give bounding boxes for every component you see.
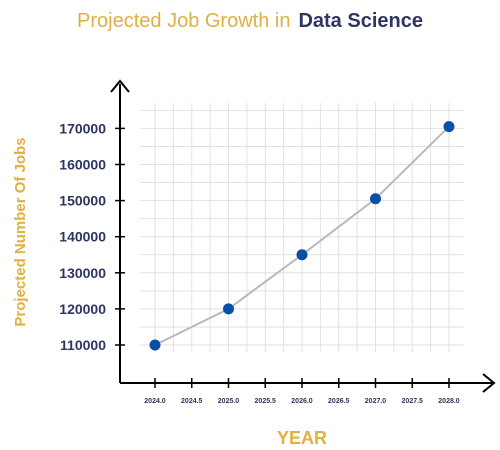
x-tick-label: 2026.0	[291, 398, 313, 405]
ticks: 110000 120000 130000 140000 150000 160000 1700…	[59, 120, 460, 405]
data-point	[370, 193, 381, 205]
series	[149, 121, 455, 351]
grid	[140, 103, 464, 352]
y-tick-label: 130000	[59, 265, 106, 281]
x-tick-label: 2025.5	[255, 398, 277, 405]
y-tick-label: 110000	[60, 337, 106, 353]
y-axis-arrow	[110, 79, 130, 93]
x-tick-label: 2027.5	[402, 398, 424, 405]
chart-title-part1: Projected Job Growth in	[77, 10, 290, 32]
data-point	[296, 249, 308, 261]
y-tick-label: 160000	[59, 157, 106, 173]
x-tick-label: 2024.0	[144, 398, 166, 405]
data-point	[223, 303, 234, 315]
data-point	[443, 121, 455, 133]
x-tick-label: 2026.5	[328, 398, 350, 405]
y-axis-label: Projected Number Of Jobs	[12, 137, 29, 326]
x-axis-arrow	[482, 373, 496, 393]
x-tick-label: 2025.0	[218, 398, 240, 405]
x-tick-label: 2024.5	[181, 398, 203, 405]
y-tick-label: 120000	[59, 301, 106, 317]
x-tick-label: 2027.0	[365, 398, 387, 405]
x-tick-label: 2028.0	[438, 398, 460, 405]
data-point	[149, 339, 161, 351]
x-axis-label: YEAR	[277, 428, 327, 448]
axes	[110, 79, 496, 393]
y-tick-label: 150000	[59, 193, 106, 209]
y-tick-label: 170000	[59, 120, 106, 136]
chart-title: Projected Job Growth in Data Science	[77, 10, 423, 32]
y-tick-label: 140000	[59, 229, 106, 245]
chart-title-part2: Data Science	[298, 10, 423, 32]
